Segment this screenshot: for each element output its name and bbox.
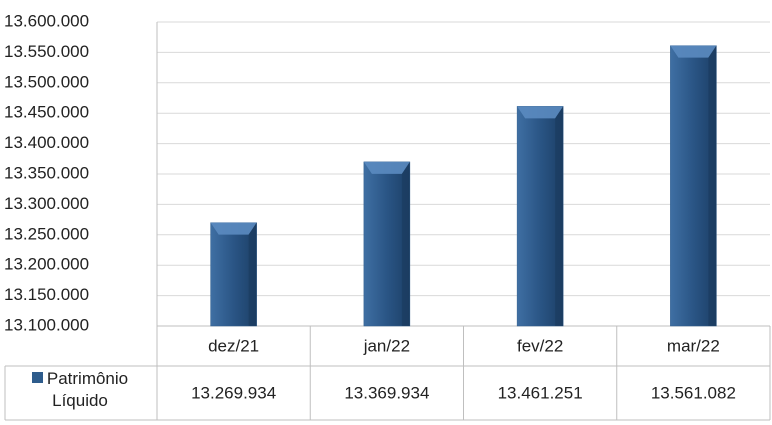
y-tick-label: 13.250.000 bbox=[4, 224, 89, 243]
y-tick-label: 13.600.000 bbox=[4, 11, 89, 30]
x-tick-label: fev/22 bbox=[517, 336, 563, 355]
bar-bevel bbox=[401, 161, 410, 326]
bar-bevel bbox=[708, 45, 717, 327]
y-tick-label: 13.550.000 bbox=[4, 42, 89, 61]
y-tick-label: 13.200.000 bbox=[4, 255, 89, 274]
data-table-value: 13.369.934 bbox=[344, 383, 429, 402]
data-table-value: 13.461.251 bbox=[498, 383, 583, 402]
x-tick-label: mar/22 bbox=[667, 336, 720, 355]
bar-bevel bbox=[670, 45, 717, 58]
bar-bevel bbox=[248, 222, 257, 326]
legend-swatch bbox=[31, 372, 43, 383]
y-tick-label: 13.500.000 bbox=[4, 72, 89, 91]
legend-label: Patrimônio Líquido bbox=[46, 369, 129, 410]
y-tick-label: 13.150.000 bbox=[4, 285, 89, 304]
x-tick-label: dez/21 bbox=[208, 336, 259, 355]
legend: Patrimônio Líquido bbox=[10, 368, 150, 412]
y-tick-label: 13.100.000 bbox=[4, 315, 89, 334]
y-tick-label: 13.450.000 bbox=[4, 103, 89, 122]
data-table-value: 13.269.934 bbox=[191, 383, 276, 402]
y-tick-label: 13.300.000 bbox=[4, 194, 89, 213]
data-table-value: 13.561.082 bbox=[651, 383, 736, 402]
x-tick-label: jan/22 bbox=[363, 336, 410, 355]
y-tick-label: 13.350.000 bbox=[4, 163, 89, 182]
bar-bevel bbox=[210, 222, 257, 235]
y-tick-label: 13.400.000 bbox=[4, 133, 89, 152]
bar-bevel bbox=[517, 106, 564, 119]
bar-bevel bbox=[363, 161, 410, 174]
bar-bevel bbox=[555, 106, 564, 326]
